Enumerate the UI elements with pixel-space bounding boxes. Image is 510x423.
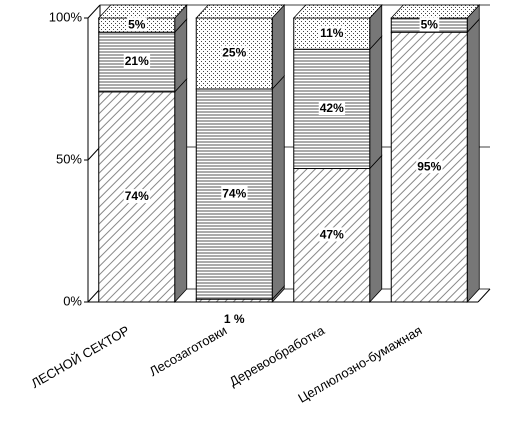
bar-side [174,77,188,304]
label-bg [419,17,440,32]
bar [98,91,176,303]
wall-edge [87,4,101,19]
wall-edge [87,146,101,161]
bar-side [466,18,480,304]
label-bg [221,45,248,60]
value-label: 21% [125,54,149,68]
x-tick-label: Лесозаготовки [147,323,230,379]
x-tick-label: ЛЕСНОЙ СЕКТОР [28,323,131,391]
value-label: 11% [320,26,344,40]
bar-top [195,4,286,19]
bar-top [292,4,383,19]
y-tick-label: 50% [56,151,82,166]
label-bg [127,17,147,32]
wall-edge [87,288,101,303]
label-bg [318,227,346,242]
x-tick-label: Деревообработка [227,322,328,389]
axis [477,288,491,303]
label-bg [416,159,443,174]
bar-top [390,4,481,19]
value-label: 74% [222,186,246,200]
value-label: 25% [222,46,246,60]
label-bg [123,54,151,69]
bar-side [369,35,383,170]
value-label: 74% [125,189,149,203]
value-label: 95% [417,159,441,173]
bar-side [271,3,285,91]
label-bg [318,101,346,116]
y-tick-label: 100% [49,9,83,24]
y-tick-label: 0% [63,293,82,308]
label-bg [123,189,151,204]
value-label: 47% [320,227,344,241]
label-bg [319,25,345,40]
label-bg [221,186,248,201]
bar-top [97,4,188,19]
value-label: 1 % [224,312,245,326]
value-label: 42% [320,101,344,115]
value-label: 5% [128,17,146,31]
label-bg [222,312,246,327]
bar-side [369,154,383,304]
value-label: 5% [421,17,439,31]
bar-side [271,74,285,301]
